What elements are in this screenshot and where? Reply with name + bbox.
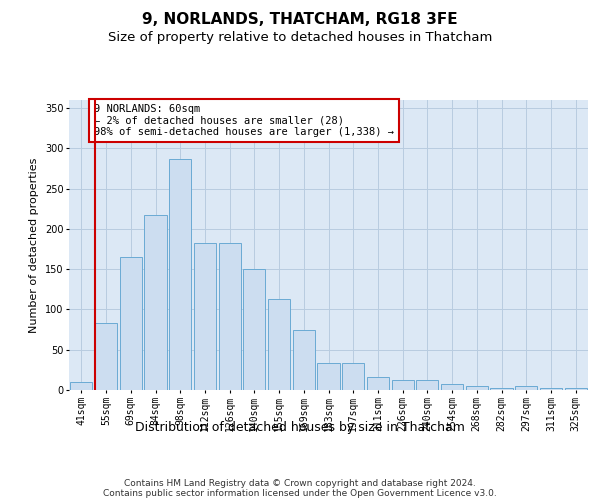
Bar — [317, 362, 340, 390]
Text: Size of property relative to detached houses in Thatcham: Size of property relative to detached ho… — [108, 31, 492, 44]
Bar — [540, 388, 562, 390]
Bar — [243, 269, 265, 390]
Bar — [367, 377, 389, 390]
Bar — [268, 299, 290, 390]
Text: 9 NORLANDS: 60sqm
← 2% of detached houses are smaller (28)
98% of semi-detached : 9 NORLANDS: 60sqm ← 2% of detached house… — [94, 104, 394, 137]
Bar — [565, 388, 587, 390]
Bar — [392, 380, 414, 390]
Bar — [293, 330, 315, 390]
Bar — [95, 323, 117, 390]
Bar — [194, 244, 216, 390]
Bar — [416, 380, 439, 390]
Bar — [218, 244, 241, 390]
Bar — [119, 257, 142, 390]
Bar — [169, 159, 191, 390]
Bar — [490, 388, 512, 390]
Text: Contains HM Land Registry data © Crown copyright and database right 2024.: Contains HM Land Registry data © Crown c… — [124, 478, 476, 488]
Bar — [466, 386, 488, 390]
Bar — [441, 384, 463, 390]
Text: Contains public sector information licensed under the Open Government Licence v3: Contains public sector information licen… — [103, 488, 497, 498]
Text: 9, NORLANDS, THATCHAM, RG18 3FE: 9, NORLANDS, THATCHAM, RG18 3FE — [142, 12, 458, 28]
Bar — [342, 362, 364, 390]
Y-axis label: Number of detached properties: Number of detached properties — [29, 158, 39, 332]
Text: Distribution of detached houses by size in Thatcham: Distribution of detached houses by size … — [135, 421, 465, 434]
Bar — [70, 382, 92, 390]
Bar — [145, 215, 167, 390]
Bar — [515, 386, 538, 390]
